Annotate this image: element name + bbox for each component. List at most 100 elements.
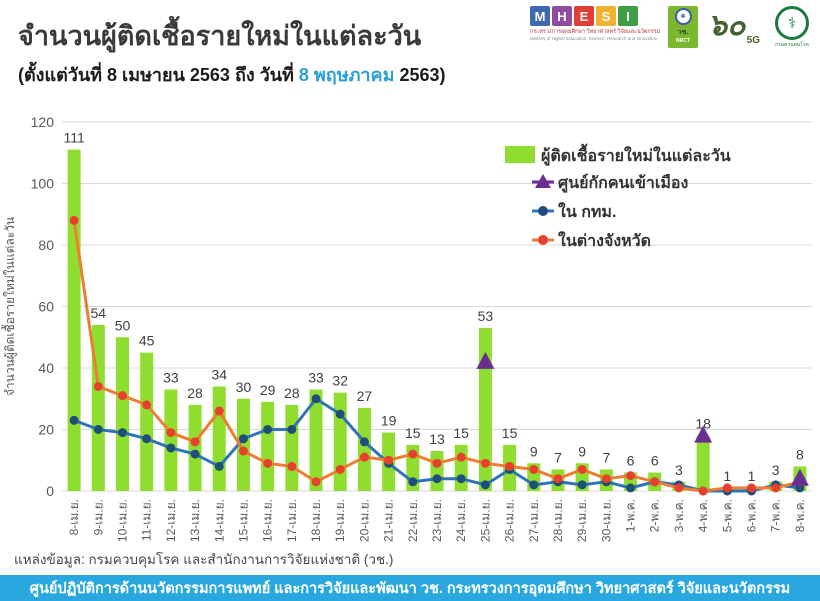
mhesi-letter-h: H xyxy=(552,6,572,26)
nrct-thai-abbr: วช. xyxy=(677,29,689,36)
x-tick-label: 6-พ.ค. xyxy=(745,499,759,532)
x-tick-label: 19-เม.ย. xyxy=(333,499,347,542)
y-tick-label: 80 xyxy=(38,237,54,253)
line-marker xyxy=(93,425,103,434)
legend-circle-marker xyxy=(538,206,548,216)
mhesi-letter-i: I xyxy=(618,6,638,26)
line-marker xyxy=(771,483,781,493)
line-marker xyxy=(214,461,224,471)
legend-circle-marker xyxy=(538,235,548,245)
x-tick-label: 20-เม.ย. xyxy=(357,499,371,542)
line-marker xyxy=(166,428,176,438)
subtitle-highlight-date: 8 พฤษภาคม xyxy=(298,65,395,85)
x-tick-label: 25-เม.ย. xyxy=(478,499,492,542)
bar-value-label: 111 xyxy=(63,130,84,146)
bar-value-label: 15 xyxy=(453,425,469,441)
line-marker xyxy=(69,415,79,425)
line-marker xyxy=(529,464,539,474)
bar-value-label: 13 xyxy=(429,431,445,447)
mhesi-english-name: Ministry of Higher Education, Science, R… xyxy=(530,36,658,41)
nrct-60th-5g-logo: ๖๐ 5G xyxy=(708,6,760,50)
x-tick-label: 30-เม.ย. xyxy=(599,499,613,542)
x-tick-label: 11-เม.ย. xyxy=(140,499,154,541)
x-tick-label: 12-เม.ย. xyxy=(164,499,178,542)
line-marker xyxy=(263,458,273,468)
bar xyxy=(696,435,710,491)
5g-label: 5G xyxy=(746,35,760,46)
bar xyxy=(430,451,444,491)
triangle-marker xyxy=(694,425,713,443)
line-marker xyxy=(93,381,103,391)
line-marker xyxy=(626,471,636,481)
line-marker xyxy=(577,480,587,490)
date-range-subtitle: (ตั้งแต่วันที่ 8 เมษายน 2563 ถึง วันที่ … xyxy=(18,60,446,89)
bar-value-label: 3 xyxy=(675,462,683,478)
bar-value-label: 33 xyxy=(163,370,179,386)
disease-control-dept-logo: ⚕ กรมควบคุมโรค xyxy=(770,6,814,49)
bar-value-label: 7 xyxy=(554,449,562,465)
x-tick-label: 3-พ.ค. xyxy=(672,499,686,532)
bar xyxy=(212,386,226,491)
nrct-english-abbr: NRCT xyxy=(676,38,690,44)
line-marker xyxy=(287,425,297,434)
nrct-logo: ✽ วช. NRCT xyxy=(668,6,698,48)
x-tick-label: 1-พ.ค. xyxy=(624,499,638,532)
bar xyxy=(236,398,250,491)
line-marker xyxy=(408,477,418,487)
bar-value-label: 15 xyxy=(502,425,518,441)
legend-label: ใน กทม. xyxy=(558,202,616,221)
bar-value-label: 54 xyxy=(91,305,107,321)
x-tick-label: 24-เม.ย. xyxy=(454,499,468,542)
bar-value-label: 27 xyxy=(357,388,373,404)
subtitle-suffix: 2563) xyxy=(394,65,446,85)
bar xyxy=(309,389,323,491)
bar-value-label: 30 xyxy=(236,379,252,395)
bar-value-label: 1 xyxy=(723,468,731,484)
line-marker xyxy=(432,458,442,468)
line-marker xyxy=(117,391,127,401)
mhesi-letter-tiles: M H E S I xyxy=(530,6,658,26)
line-marker xyxy=(214,406,224,416)
bar-value-label: 28 xyxy=(284,385,300,401)
line-marker xyxy=(311,477,321,487)
legend-triangle-marker xyxy=(535,174,551,188)
x-tick-label: 28-เม.ย. xyxy=(551,499,565,542)
x-tick-label: 26-เม.ย. xyxy=(503,499,517,542)
legend-label: ศูนย์กักคนเข้าเมือง xyxy=(558,173,688,194)
bar-value-label: 29 xyxy=(260,382,276,398)
line-marker xyxy=(117,428,127,438)
x-tick-label: 13-เม.ย. xyxy=(188,499,202,542)
x-tick-label: 22-เม.ย. xyxy=(406,499,420,542)
y-tick-label: 60 xyxy=(38,299,54,315)
y-tick-label: 120 xyxy=(31,114,55,130)
x-tick-label: 4-พ.ค. xyxy=(696,499,710,532)
line-marker xyxy=(480,458,490,468)
thai-numeral-60: ๖๐ xyxy=(708,8,746,43)
bar-value-label: 53 xyxy=(478,308,494,324)
bar-value-label: 19 xyxy=(381,413,397,429)
legend-swatch-bar xyxy=(505,146,535,163)
disease-control-dept-name: กรมควบคุมโรค xyxy=(775,42,809,48)
footer-banner-text: ศูนย์ปฏิบัติการด้านนวัตกรรมการแพทย์ และก… xyxy=(29,580,791,597)
x-tick-label: 5-พ.ค. xyxy=(720,499,734,532)
x-tick-label: 2-พ.ค. xyxy=(648,499,662,532)
daily-cases-chart: 0 20 40 60 80 100 120 จำนวนผู้ติดเชื้อรายใหม่ใน… xyxy=(1,114,812,542)
bar-value-label: 18 xyxy=(695,416,711,432)
page-title: จำนวนผู้ติดเชื้อรายใหม่ในแต่ละวัน xyxy=(18,21,422,51)
x-tick-label: 27-เม.ย. xyxy=(527,499,541,542)
legend-label: ในต่างจังหวัด xyxy=(558,231,651,250)
line-marker xyxy=(432,474,442,484)
mhesi-letter-e: E xyxy=(574,6,594,26)
data-source-note: แหล่งข้อมูล: กรมควบคุมโรค และสำนักงานการ… xyxy=(14,552,394,567)
line-marker xyxy=(384,455,394,465)
subtitle-prefix: (ตั้งแต่วันที่ 8 เมษายน 2563 ถึง วันที่ xyxy=(18,65,299,85)
line-marker xyxy=(142,434,152,444)
bar-value-label: 33 xyxy=(308,370,324,386)
bar xyxy=(115,337,129,491)
bar xyxy=(164,389,178,491)
line-marker xyxy=(263,425,273,434)
bar-value-label: 6 xyxy=(651,453,659,469)
nrct-emblem-icon: ✽ xyxy=(674,8,692,25)
x-tick-label: 17-เม.ย. xyxy=(285,499,299,542)
mhesi-letter-m: M xyxy=(530,6,550,26)
